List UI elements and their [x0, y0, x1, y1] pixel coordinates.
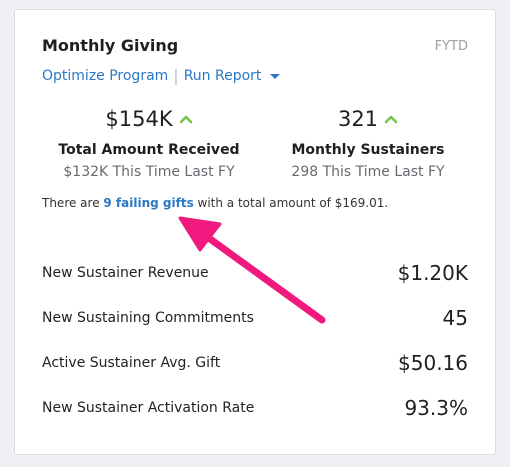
stat-comparison: 298 This Time Last FY [291, 164, 445, 180]
metric-label: New Sustainer Activation Rate [42, 399, 255, 416]
metric-label: New Sustainer Revenue [42, 264, 209, 281]
metric-label: New Sustaining Commitments [42, 309, 254, 326]
stat-label: Monthly Sustainers [291, 142, 445, 158]
chevron-down-icon[interactable] [270, 74, 281, 79]
stat-comparison: $132K This Time Last FY [63, 164, 235, 180]
card-actions: Optimize Program | Run Report [42, 66, 281, 85]
stat-total-amount: $154K Total Amount Received $132K This T… [57, 105, 241, 180]
metric-value: $50.16 [398, 350, 468, 375]
failing-gifts-link[interactable]: 9 failing gifts [103, 196, 194, 210]
metrics-list: New Sustainer Revenue $1.20K New Sustain… [42, 250, 468, 430]
up-arrow-icon [179, 115, 192, 124]
stat-label: Total Amount Received [58, 142, 240, 158]
metric-row: Active Sustainer Avg. Gift $50.16 [42, 340, 468, 385]
up-arrow-icon [384, 115, 398, 124]
metric-row: New Sustainer Activation Rate 93.3% [42, 385, 468, 430]
metric-value: 93.3% [404, 395, 468, 420]
stat-value: 321 [337, 107, 379, 131]
metric-value: 45 [442, 305, 468, 330]
metric-label: Active Sustainer Avg. Gift [42, 354, 221, 371]
notice-suffix: with a total amount of $169.01. [193, 196, 389, 210]
link-separator: | [173, 66, 179, 85]
run-report-link[interactable]: Run Report [183, 67, 262, 84]
notice-prefix: There are [42, 196, 104, 210]
period-label: FYTD [434, 39, 468, 54]
optimize-program-link[interactable]: Optimize Program [42, 67, 169, 84]
stat-monthly-sustainers: 321 Monthly Sustainers 298 This Time Las… [283, 105, 453, 180]
card-title: Monthly Giving [42, 36, 179, 55]
metric-value: $1.20K [397, 260, 468, 285]
monthly-giving-card: Monthly Giving FYTD Optimize Program | R… [14, 9, 496, 455]
metric-row: New Sustaining Commitments 45 [42, 295, 468, 340]
metric-row: New Sustainer Revenue $1.20K [42, 250, 468, 295]
failing-gifts-notice: There are 9 failing gifts with a total a… [42, 196, 388, 210]
stat-value: $154K [105, 107, 173, 131]
